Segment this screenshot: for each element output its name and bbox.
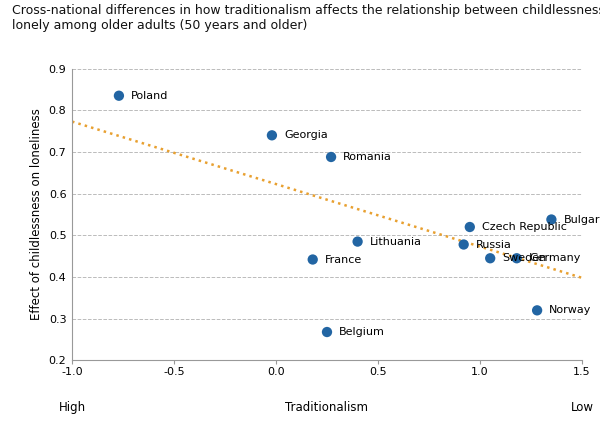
- Text: Belgium: Belgium: [339, 327, 385, 337]
- Point: [114, 92, 124, 99]
- Point: [532, 307, 542, 314]
- Point: [485, 255, 495, 262]
- Point: [267, 132, 277, 139]
- Text: France: France: [325, 254, 362, 265]
- Text: Sweden: Sweden: [502, 253, 547, 263]
- Point: [547, 216, 556, 223]
- Y-axis label: Effect of childlessness on loneliness: Effect of childlessness on loneliness: [30, 109, 43, 320]
- Point: [353, 238, 362, 245]
- Point: [322, 329, 332, 335]
- Text: Romania: Romania: [343, 152, 392, 162]
- Point: [308, 256, 317, 263]
- Point: [512, 255, 521, 262]
- Text: Lithuania: Lithuania: [370, 236, 422, 247]
- Text: Poland: Poland: [131, 91, 169, 101]
- Text: Bulgaria: Bulgaria: [563, 214, 600, 224]
- Text: Georgia: Georgia: [284, 130, 328, 140]
- Text: Low: Low: [571, 401, 593, 414]
- Point: [465, 224, 475, 230]
- Text: Russia: Russia: [476, 239, 512, 250]
- Text: Cross-national differences in how traditionalism affects the relationship betwee: Cross-national differences in how tradit…: [12, 4, 600, 32]
- Text: Norway: Norway: [550, 305, 592, 315]
- Point: [326, 154, 336, 160]
- Text: High: High: [58, 401, 86, 414]
- Text: Traditionalism: Traditionalism: [286, 401, 368, 414]
- Text: Czech Republic: Czech Republic: [482, 222, 567, 232]
- Text: Germany: Germany: [529, 253, 580, 263]
- Point: [459, 241, 469, 248]
